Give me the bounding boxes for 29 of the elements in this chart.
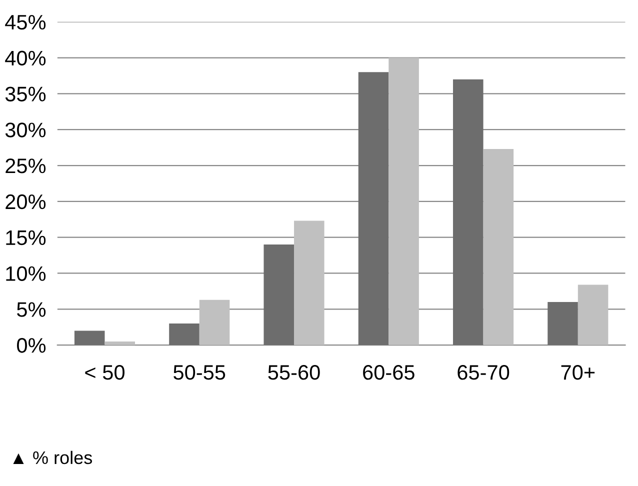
x-tick-label: 55-60 xyxy=(268,365,320,380)
bar xyxy=(74,330,105,346)
y-tick-label: 15% xyxy=(6,230,46,246)
bar xyxy=(358,72,389,346)
x-tick-label: < 50 xyxy=(85,365,124,380)
bar xyxy=(104,341,136,346)
y-tick-label: 0% xyxy=(17,338,46,353)
bar xyxy=(169,324,200,346)
y-tick-label: 5% xyxy=(17,302,46,317)
y-tick-label: 40% xyxy=(5,50,46,66)
bar xyxy=(388,58,419,346)
y-tick-label: 25% xyxy=(6,158,46,174)
y-tick-label: 30% xyxy=(5,122,46,138)
x-tick-label: 60-65 xyxy=(363,365,414,380)
y-tick-label: 35% xyxy=(5,86,46,102)
x-tick-label: 70+ xyxy=(561,365,595,380)
bar xyxy=(199,300,230,346)
bar xyxy=(264,244,294,346)
bar xyxy=(294,220,324,346)
text: ▲ % roles xyxy=(13,450,92,464)
bar xyxy=(483,148,514,346)
y-tick-label: 45% xyxy=(5,14,46,30)
x-tick-label: 50-55 xyxy=(174,365,226,380)
y-tick-label: 20% xyxy=(6,194,46,210)
bar xyxy=(453,79,484,346)
x-tick-label: 65-70 xyxy=(458,365,510,380)
bar xyxy=(548,302,578,346)
bar xyxy=(578,284,608,346)
y-tick-label: 10% xyxy=(6,266,46,281)
